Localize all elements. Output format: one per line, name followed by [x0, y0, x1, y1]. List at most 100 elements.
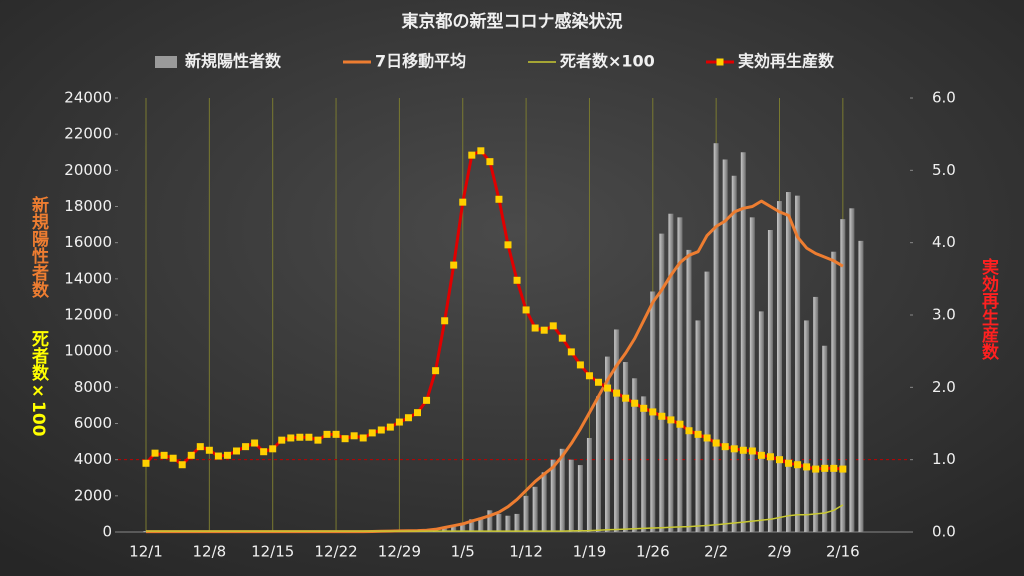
line-marker [830, 464, 838, 472]
bar [849, 208, 855, 532]
line-marker [314, 436, 322, 444]
bar [623, 362, 629, 532]
line-marker [233, 447, 240, 455]
bar [559, 448, 565, 532]
y2-tick-label: 2.0 [932, 378, 956, 396]
line-marker [142, 459, 150, 467]
bar [632, 378, 638, 532]
line-marker [585, 372, 593, 380]
line-marker [513, 276, 521, 284]
line-marker [296, 433, 304, 441]
line-marker [350, 432, 358, 440]
line-marker [242, 443, 250, 451]
bar [749, 217, 755, 532]
line-marker [423, 396, 431, 404]
legend-swatch [155, 56, 177, 68]
y-tick-label: 18000 [64, 197, 112, 215]
line-marker [766, 453, 774, 461]
y2-tick-label: 6.0 [932, 89, 956, 107]
line-marker [160, 451, 168, 459]
legend-label: 新規陽性者数 [185, 52, 282, 71]
line-marker [260, 448, 268, 456]
bar [704, 271, 710, 532]
bar [478, 517, 484, 532]
bar [541, 472, 547, 532]
line-marker [821, 464, 829, 472]
x-tick-label: 1/12 [509, 543, 543, 561]
x-tick-label: 12/15 [251, 543, 294, 561]
line-marker [522, 306, 530, 314]
line-marker [613, 389, 621, 397]
line-marker [558, 334, 566, 342]
bar [505, 515, 511, 532]
bar [767, 230, 773, 532]
line-marker [576, 361, 584, 369]
line-marker [441, 317, 449, 325]
line-series [146, 504, 844, 532]
line-marker [776, 456, 783, 464]
bar [532, 486, 538, 532]
x-tick-label: 1/19 [573, 543, 607, 561]
line-marker [658, 412, 666, 420]
line-marker [395, 418, 403, 426]
x-tick-label: 2/9 [767, 543, 791, 561]
line-marker [178, 461, 186, 469]
y-tick-label: 22000 [64, 125, 112, 143]
bar [496, 513, 502, 532]
bar [577, 465, 583, 532]
line-marker [450, 261, 458, 269]
y-tick-label: 24000 [64, 89, 112, 107]
line-marker [785, 459, 793, 467]
y2-tick-label: 1.0 [932, 450, 956, 468]
bar [777, 201, 782, 532]
bar [668, 213, 674, 532]
line-marker [305, 433, 313, 441]
bar [523, 495, 529, 532]
legend: 新規陽性者数 7日移動平均 死者数×100 実効再生産数 [155, 52, 835, 71]
line-marker [495, 195, 503, 203]
line-marker [269, 445, 277, 453]
x-tick-label: 1/5 [451, 543, 475, 561]
line-marker [368, 429, 376, 437]
bar [442, 528, 448, 532]
line-marker [531, 324, 539, 332]
y-tick-label: 8000 [74, 378, 112, 396]
x-tick-label: 12/29 [378, 543, 421, 561]
line-marker [794, 461, 802, 469]
line-marker [622, 394, 630, 402]
y-tick-label: 12000 [64, 306, 112, 324]
line-marker [803, 463, 811, 471]
y2-tick-label: 5.0 [932, 161, 956, 179]
line-marker [459, 198, 467, 206]
y-axis-title-2: 死者数×100 [28, 330, 50, 437]
bar [822, 345, 828, 532]
y-tick-label: 14000 [64, 269, 112, 287]
bar [641, 396, 647, 532]
x-tick-label: 12/22 [314, 543, 357, 561]
bar [659, 233, 665, 532]
line-marker [323, 430, 331, 438]
line-marker [595, 378, 602, 386]
line-marker [721, 443, 729, 451]
bar [469, 519, 475, 532]
line-marker [287, 434, 295, 442]
legend-label: 実効再生産数 [738, 52, 835, 71]
bar [596, 396, 601, 532]
x-tick-label: 1/26 [636, 543, 670, 561]
bar [786, 192, 792, 533]
line-marker [685, 427, 693, 435]
bar [460, 522, 466, 532]
line-marker [703, 434, 711, 442]
line-marker [341, 435, 349, 443]
y-axis-title: 新規陽性者数 [28, 195, 50, 299]
y-tick-label: 16000 [64, 233, 112, 251]
line-marker [676, 420, 684, 428]
bar [614, 329, 620, 532]
line-marker [730, 445, 738, 453]
line-marker [712, 439, 720, 447]
line-marker [251, 439, 259, 447]
bar [514, 513, 520, 532]
line-marker [278, 436, 286, 444]
